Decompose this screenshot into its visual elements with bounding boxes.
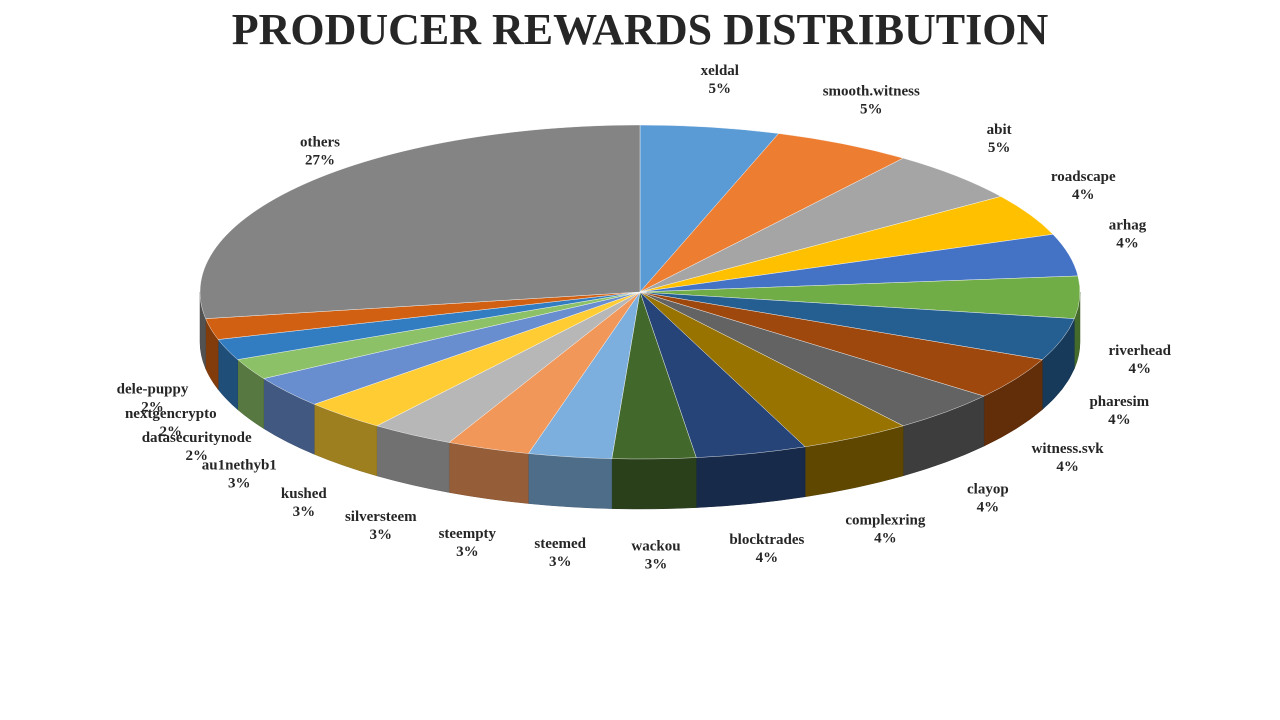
- slice-value-label: 4%: [1056, 459, 1079, 475]
- slice-label: datasecuritynode: [142, 430, 252, 446]
- chart-title: PRODUCER REWARDS DISTRIBUTION: [232, 5, 1049, 54]
- slice-label: pharesim: [1089, 394, 1149, 410]
- slice-value-label: 3%: [370, 527, 393, 543]
- slice-label: au1nethyb1: [202, 457, 277, 473]
- slice-value-label: 3%: [645, 556, 668, 572]
- slice-value-label: 2%: [185, 448, 208, 464]
- slice-label: roadscape: [1051, 169, 1116, 185]
- slice-value-label: 5%: [860, 101, 883, 117]
- slice-label: nextgencrypto: [125, 406, 217, 422]
- slice-label: others: [300, 134, 340, 150]
- slice-value-label: 5%: [988, 140, 1011, 156]
- slice-value-label: 3%: [228, 475, 251, 491]
- slice-label: steemed: [534, 536, 586, 552]
- slice-value-label: 3%: [293, 504, 316, 520]
- slice-label: xeldal: [701, 63, 739, 79]
- slice: [199, 124, 641, 319]
- slice-value-label: 4%: [1072, 187, 1095, 203]
- slice-side: [528, 453, 613, 509]
- slice-label: clayop: [967, 482, 1009, 498]
- slice-label: wackou: [631, 538, 680, 554]
- slice-side: [611, 457, 697, 510]
- slice-label: dele-puppy: [117, 381, 189, 397]
- slice: [639, 133, 904, 293]
- slice-value-label: 4%: [1128, 361, 1151, 377]
- slice-label: arhag: [1109, 217, 1147, 233]
- slice-value-label: 4%: [1108, 412, 1131, 428]
- slice-label: steempty: [439, 526, 497, 542]
- slice: [639, 124, 780, 293]
- slice-label: smooth.witness: [823, 83, 920, 99]
- slice-label: abit: [987, 122, 1012, 138]
- slice-value-label: 3%: [456, 544, 479, 560]
- slice-label: kushed: [281, 486, 328, 502]
- slice-value-label: 2%: [160, 424, 183, 440]
- slice-label: blocktrades: [729, 532, 804, 548]
- slice-label: riverhead: [1109, 343, 1172, 359]
- slice-label: complexring: [845, 512, 925, 528]
- slice-value-label: 3%: [549, 554, 572, 570]
- slice: [639, 157, 1002, 293]
- slice-value-label: 5%: [709, 81, 732, 97]
- slice-label: witness.svk: [1032, 441, 1105, 457]
- slice-label: silversteem: [345, 509, 417, 525]
- slice-value-label: 2%: [141, 399, 164, 415]
- slice-value-label: 4%: [977, 500, 1000, 516]
- slice-value-label: 4%: [1116, 235, 1139, 251]
- slice-value-label: 4%: [874, 530, 897, 546]
- slice-value-label: 4%: [756, 550, 779, 566]
- slice-value-label: 27%: [305, 152, 335, 168]
